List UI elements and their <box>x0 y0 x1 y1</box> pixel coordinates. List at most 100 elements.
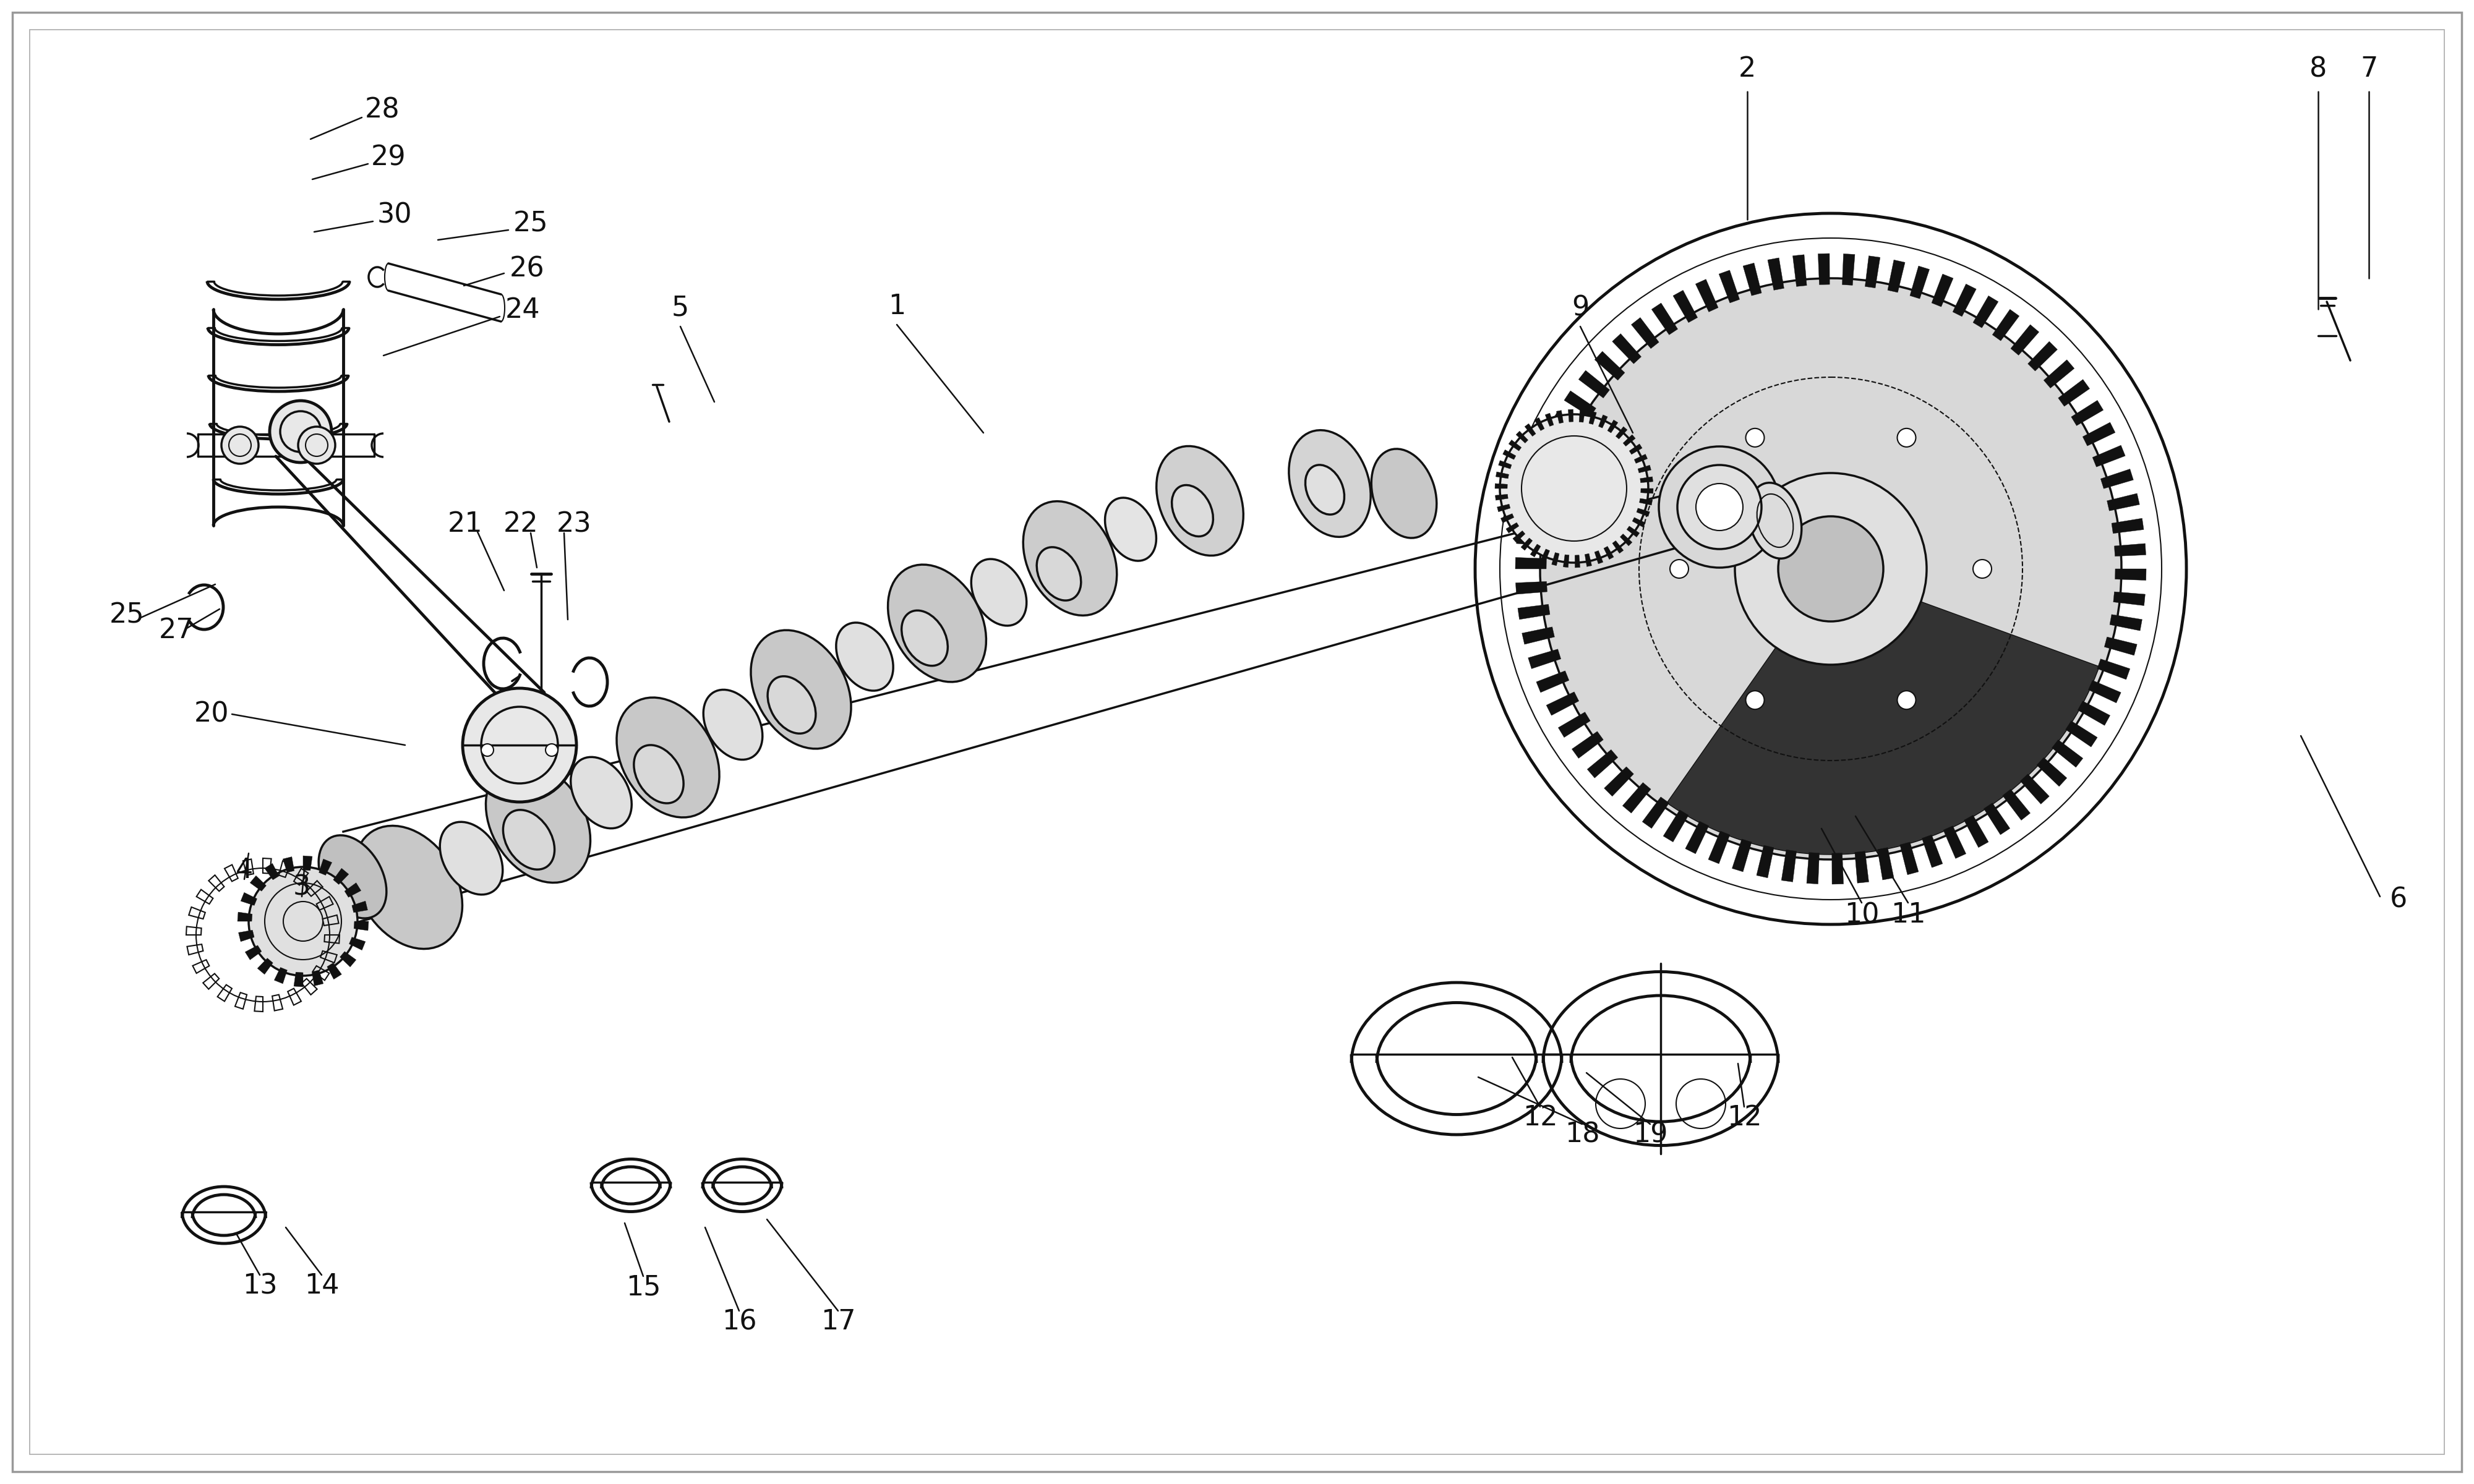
Polygon shape <box>1707 831 1729 864</box>
Polygon shape <box>1630 318 1660 349</box>
Polygon shape <box>2108 493 2140 510</box>
Polygon shape <box>1586 554 1591 567</box>
Polygon shape <box>1588 411 1596 424</box>
Polygon shape <box>1514 558 1546 568</box>
Polygon shape <box>1596 352 1625 380</box>
Text: 15: 15 <box>626 1275 661 1300</box>
Polygon shape <box>238 913 252 922</box>
Polygon shape <box>1964 815 1989 847</box>
Circle shape <box>1677 464 1761 549</box>
Text: 12: 12 <box>1727 1104 1761 1131</box>
Text: 18: 18 <box>1564 1122 1601 1149</box>
Ellipse shape <box>616 697 720 818</box>
Polygon shape <box>1546 413 1554 426</box>
Polygon shape <box>351 901 369 913</box>
Polygon shape <box>2098 659 2130 680</box>
Circle shape <box>480 743 495 757</box>
Polygon shape <box>1633 518 1645 527</box>
Polygon shape <box>1945 825 1967 858</box>
Polygon shape <box>1984 803 2009 834</box>
Text: 25: 25 <box>512 211 549 237</box>
Text: 8: 8 <box>2308 56 2328 83</box>
Polygon shape <box>1663 810 1687 841</box>
Polygon shape <box>1608 420 1618 433</box>
Text: 23: 23 <box>557 510 591 537</box>
Polygon shape <box>1499 460 1512 469</box>
Polygon shape <box>327 963 341 979</box>
Polygon shape <box>1616 426 1628 439</box>
Polygon shape <box>2110 614 2142 631</box>
Polygon shape <box>1635 508 1650 516</box>
Polygon shape <box>1766 258 1784 291</box>
Polygon shape <box>1974 295 1999 328</box>
Polygon shape <box>1588 749 1618 778</box>
Polygon shape <box>1551 413 1583 436</box>
Polygon shape <box>1856 852 1868 883</box>
Ellipse shape <box>767 677 816 733</box>
Polygon shape <box>240 892 257 905</box>
Polygon shape <box>2100 469 2133 488</box>
Polygon shape <box>349 938 366 950</box>
Text: 20: 20 <box>193 700 230 727</box>
Polygon shape <box>1502 450 1517 460</box>
Polygon shape <box>1672 291 1697 322</box>
Ellipse shape <box>485 763 591 883</box>
Polygon shape <box>1564 555 1569 567</box>
Polygon shape <box>1502 513 1514 522</box>
Polygon shape <box>1623 435 1635 447</box>
Polygon shape <box>1635 454 1648 463</box>
Polygon shape <box>1643 797 1670 828</box>
Polygon shape <box>2011 325 2039 355</box>
Polygon shape <box>302 856 312 871</box>
Ellipse shape <box>703 690 762 760</box>
Text: 13: 13 <box>242 1273 277 1300</box>
Polygon shape <box>1497 472 1509 478</box>
Polygon shape <box>1865 255 1880 288</box>
Circle shape <box>270 401 332 463</box>
Polygon shape <box>1497 505 1509 512</box>
Circle shape <box>1747 690 1764 709</box>
Polygon shape <box>339 951 356 968</box>
Polygon shape <box>1512 531 1524 542</box>
Ellipse shape <box>1155 447 1244 555</box>
Ellipse shape <box>888 564 987 683</box>
Polygon shape <box>1494 484 1507 488</box>
Ellipse shape <box>571 757 631 828</box>
Polygon shape <box>275 968 287 984</box>
Polygon shape <box>1546 692 1578 715</box>
Polygon shape <box>1509 439 1522 451</box>
Polygon shape <box>1541 549 1549 562</box>
Polygon shape <box>2071 401 2103 426</box>
Text: 26: 26 <box>510 255 544 282</box>
Text: 1: 1 <box>888 292 905 319</box>
Polygon shape <box>1603 546 1613 559</box>
Ellipse shape <box>901 610 948 666</box>
Text: 7: 7 <box>2360 56 2378 83</box>
Polygon shape <box>1596 551 1603 564</box>
Ellipse shape <box>1749 482 1801 558</box>
Polygon shape <box>1630 444 1643 454</box>
Text: 19: 19 <box>1633 1122 1667 1149</box>
Text: 6: 6 <box>2390 886 2407 913</box>
Text: 9: 9 <box>1571 295 1588 321</box>
Circle shape <box>1539 279 2123 859</box>
Ellipse shape <box>1306 464 1343 515</box>
Circle shape <box>1697 484 1742 530</box>
Polygon shape <box>2113 518 2145 533</box>
Text: 14: 14 <box>304 1273 339 1300</box>
Polygon shape <box>1531 545 1541 556</box>
Polygon shape <box>1744 263 1761 295</box>
Polygon shape <box>1569 410 1573 421</box>
Text: 11: 11 <box>1890 902 1925 929</box>
Text: 5: 5 <box>670 295 690 321</box>
Polygon shape <box>294 972 302 987</box>
Circle shape <box>1898 429 1915 447</box>
Circle shape <box>247 867 356 976</box>
Circle shape <box>1670 559 1687 579</box>
Polygon shape <box>2093 445 2125 467</box>
Polygon shape <box>1536 671 1569 693</box>
Text: 3: 3 <box>292 874 312 901</box>
Polygon shape <box>1794 255 1806 286</box>
Polygon shape <box>1623 782 1650 813</box>
Polygon shape <box>1628 527 1640 537</box>
